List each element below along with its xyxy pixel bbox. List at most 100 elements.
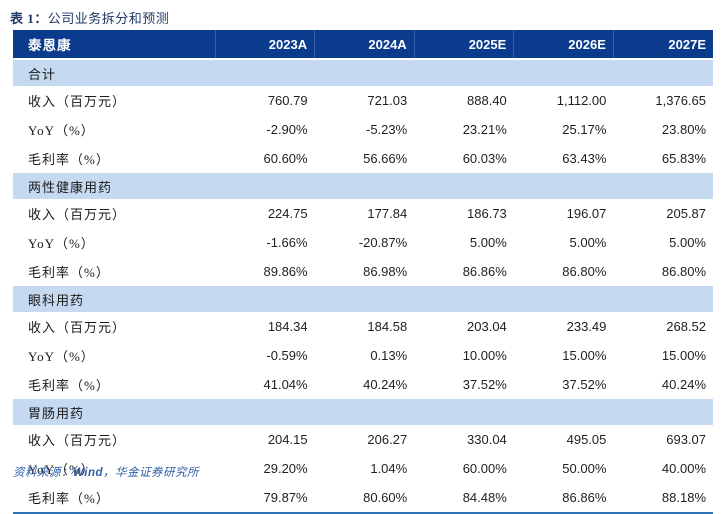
value-cell: 56.66% xyxy=(314,144,415,173)
section-filler-cell xyxy=(414,173,514,199)
value-cell: -1.66% xyxy=(215,228,315,257)
value-cell: 60.00% xyxy=(414,454,514,483)
value-cell: 86.80% xyxy=(613,257,713,286)
table-row: 毛利率（%） 41.04% 40.24% 37.52% 37.52% 40.24% xyxy=(13,370,713,399)
value-cell: 224.75 xyxy=(215,199,315,228)
table-row: 收入（百万元） 760.79 721.03 888.40 1,112.00 1,376.6… xyxy=(13,86,713,115)
value-cell: 23.21% xyxy=(414,115,514,144)
value-cell: 184.34 xyxy=(215,312,315,341)
value-cell: 184.58 xyxy=(314,312,415,341)
value-cell: -2.90% xyxy=(215,115,315,144)
table-row: 毛利率（%） 79.87% 80.60% 84.48% 86.86% 88.18% xyxy=(13,483,713,513)
section-row: 眼科用药 xyxy=(13,286,713,312)
value-cell: 60.03% xyxy=(414,144,514,173)
section-filler-cell xyxy=(613,173,713,199)
value-cell: 41.04% xyxy=(215,370,315,399)
value-cell: 86.80% xyxy=(513,257,614,286)
year-header-2027E: 2027E xyxy=(613,30,713,60)
section-row: 两性健康用药 xyxy=(13,173,713,199)
section-filler-cell xyxy=(513,173,614,199)
value-cell: -5.23% xyxy=(314,115,415,144)
section-row: 合计 xyxy=(13,59,713,86)
report-table-page: 表 1：公司业务拆分和预测 泰恩康 2023A 2024A 2025E 2026E 20… xyxy=(10,11,713,514)
value-cell: 5.00% xyxy=(513,228,614,257)
table-row: YoY（%） 29.20% 1.04% 60.00% 50.00% 40.00% xyxy=(13,454,713,483)
value-cell: 177.84 xyxy=(314,199,415,228)
business-forecast-table: 泰恩康 2023A 2024A 2025E 2026E 2027E 合计 收入（百万元） 7… xyxy=(13,30,713,514)
value-cell: 268.52 xyxy=(613,312,713,341)
value-cell: 186.73 xyxy=(414,199,514,228)
section-name: 眼科用药 xyxy=(13,286,215,312)
value-cell: 23.80% xyxy=(613,115,713,144)
row-label: 收入（百万元） xyxy=(13,86,215,115)
value-cell: 1,376.65 xyxy=(613,86,713,115)
value-cell: 37.52% xyxy=(513,370,614,399)
row-label: YoY（%） xyxy=(13,341,215,370)
value-cell: 693.07 xyxy=(613,425,713,454)
section-filler-cell xyxy=(314,399,415,425)
section-filler-cell xyxy=(314,59,415,86)
value-cell: 5.00% xyxy=(414,228,514,257)
section-filler-cell xyxy=(314,286,415,312)
value-cell: 65.83% xyxy=(613,144,713,173)
value-cell: 63.43% xyxy=(513,144,614,173)
section-row: 胃肠用药 xyxy=(13,399,713,425)
value-cell: 37.52% xyxy=(414,370,514,399)
section-filler-cell xyxy=(613,399,713,425)
value-cell: 25.17% xyxy=(513,115,614,144)
table-row: 收入（百万元） 204.15 206.27 330.04 495.05 693.07 xyxy=(13,425,713,454)
value-cell: -20.87% xyxy=(314,228,415,257)
table-row: YoY（%） -2.90% -5.23% 23.21% 25.17% 23.80% xyxy=(13,115,713,144)
row-label: YoY（%） xyxy=(13,454,215,483)
value-cell: 206.27 xyxy=(314,425,415,454)
value-cell: 203.04 xyxy=(414,312,514,341)
section-filler-cell xyxy=(314,173,415,199)
value-cell: 1.04% xyxy=(314,454,415,483)
value-cell: 5.00% xyxy=(613,228,713,257)
table-title-text: 公司业务拆分和预测 xyxy=(47,11,170,26)
row-label: 收入（百万元） xyxy=(13,425,215,454)
value-cell: 89.86% xyxy=(215,257,315,286)
value-cell: 40.24% xyxy=(613,370,713,399)
value-cell: 40.24% xyxy=(314,370,415,399)
value-cell: 0.13% xyxy=(314,341,415,370)
section-filler-cell xyxy=(215,286,315,312)
value-cell: 204.15 xyxy=(215,425,315,454)
value-cell: 1,112.00 xyxy=(513,86,614,115)
section-filler-cell xyxy=(513,399,614,425)
table-row: YoY（%） -1.66% -20.87% 5.00% 5.00% 5.00% xyxy=(13,228,713,257)
value-cell: -0.59% xyxy=(215,341,315,370)
table-header-row: 泰恩康 2023A 2024A 2025E 2026E 2027E xyxy=(13,30,713,60)
section-filler-cell xyxy=(513,286,614,312)
table-row: 收入（百万元） 184.34 184.58 203.04 233.49 268.52 xyxy=(13,312,713,341)
section-filler-cell xyxy=(414,286,514,312)
table-row: 毛利率（%） 89.86% 86.98% 86.86% 86.80% 86.80% xyxy=(13,257,713,286)
source-prefix: 资料来源： xyxy=(13,467,73,479)
value-cell: 86.86% xyxy=(513,483,614,513)
table-row: 收入（百万元） 224.75 177.84 186.73 196.07 205.87 xyxy=(13,199,713,228)
value-cell: 29.20% xyxy=(215,454,315,483)
section-filler-cell xyxy=(414,59,514,86)
section-filler-cell xyxy=(613,286,713,312)
value-cell: 15.00% xyxy=(613,341,713,370)
value-cell: 79.87% xyxy=(215,483,315,513)
row-label: 毛利率（%） xyxy=(13,370,215,399)
value-cell: 60.60% xyxy=(215,144,315,173)
value-cell: 721.03 xyxy=(314,86,415,115)
value-cell: 888.40 xyxy=(414,86,514,115)
row-label: 收入（百万元） xyxy=(13,199,215,228)
section-name: 合计 xyxy=(13,59,215,86)
value-cell: 196.07 xyxy=(513,199,614,228)
value-cell: 760.79 xyxy=(215,86,315,115)
value-cell: 233.49 xyxy=(513,312,614,341)
source-rest: ，华金证券研究所 xyxy=(103,467,199,479)
row-label: 收入（百万元） xyxy=(13,312,215,341)
value-cell: 330.04 xyxy=(414,425,514,454)
source-wind: Wind xyxy=(73,467,103,479)
section-filler-cell xyxy=(513,59,614,86)
year-header-2026E: 2026E xyxy=(513,30,614,60)
section-filler-cell xyxy=(414,399,514,425)
data-source-note: 资料来源：Wind，华金证券研究所 xyxy=(13,464,713,480)
value-cell: 495.05 xyxy=(513,425,614,454)
row-label: YoY（%） xyxy=(13,115,215,144)
